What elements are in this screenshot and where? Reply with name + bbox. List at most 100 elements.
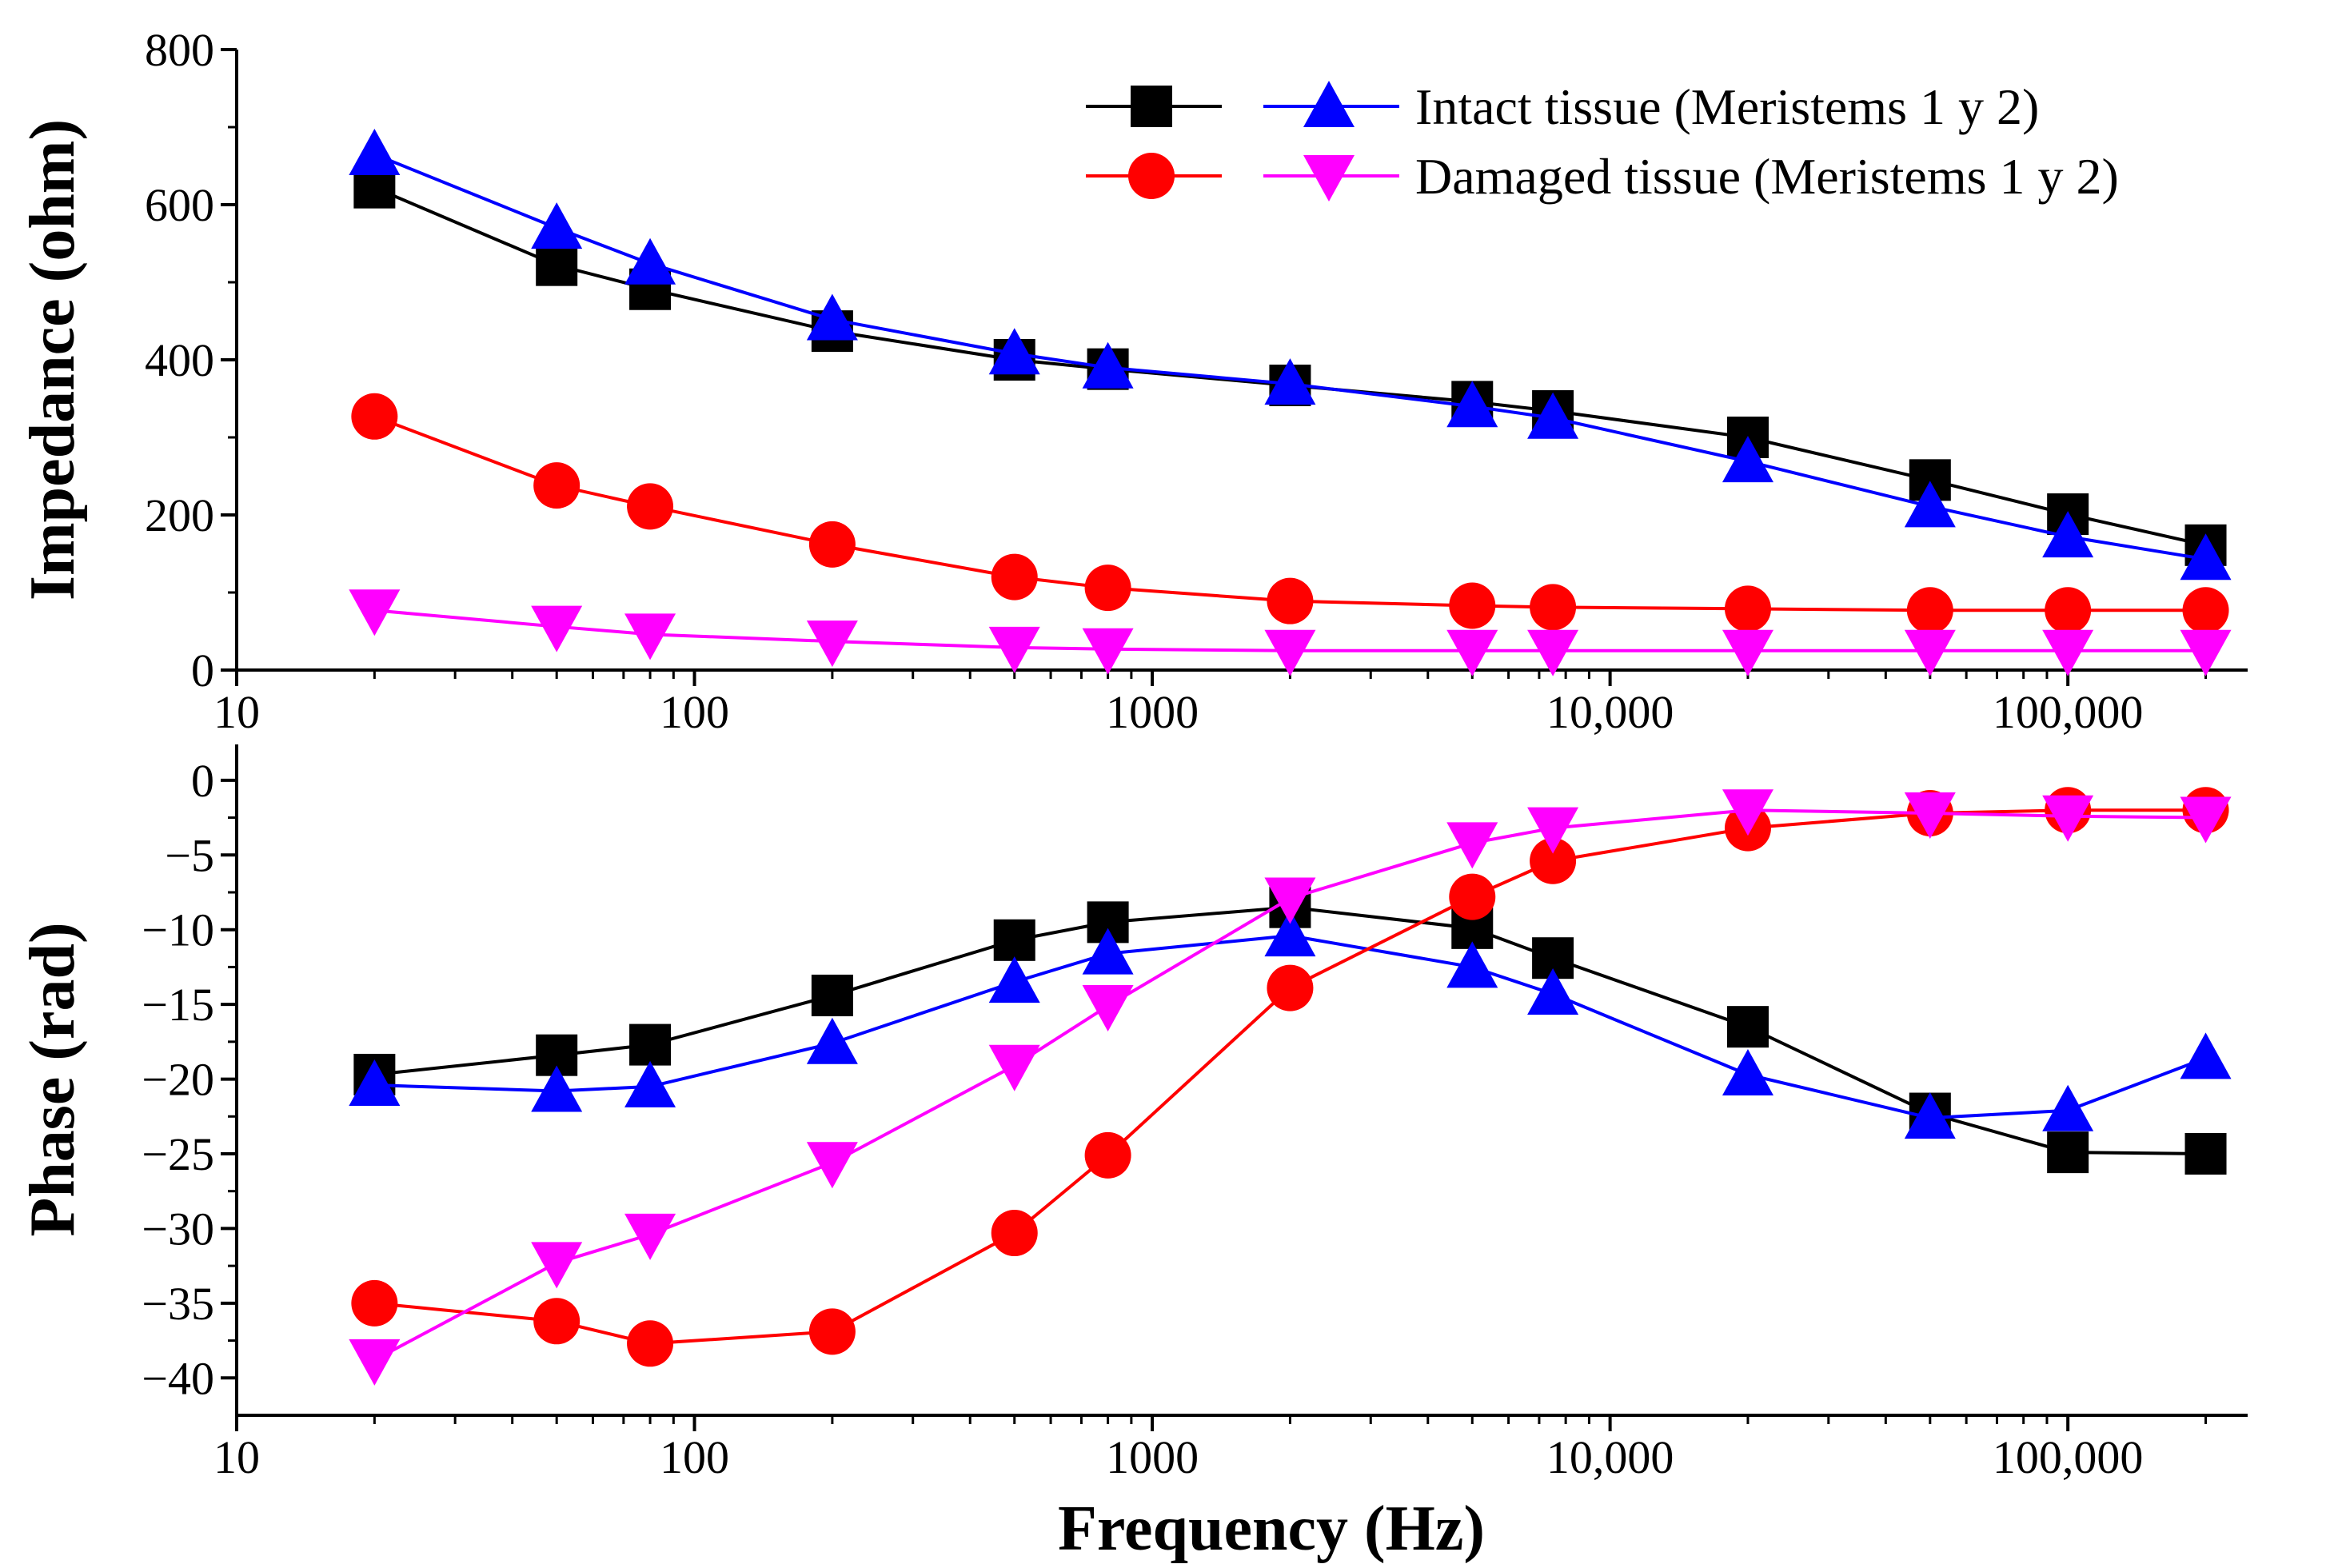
x-tick-label: 100 bbox=[660, 1431, 729, 1483]
data-point bbox=[2180, 796, 2232, 844]
data-point bbox=[1267, 577, 1314, 624]
data-point bbox=[624, 1060, 676, 1107]
data-point bbox=[2042, 795, 2094, 842]
y-tick-label: −40 bbox=[142, 1352, 214, 1404]
y-tick-label: −25 bbox=[142, 1128, 214, 1180]
data-point bbox=[531, 202, 583, 249]
data-point bbox=[988, 1044, 1040, 1091]
data-point bbox=[1264, 910, 1316, 957]
series-circle bbox=[351, 787, 2229, 1367]
y-tick-label: 0 bbox=[191, 644, 214, 696]
data-point bbox=[1527, 392, 1579, 439]
data-point bbox=[806, 293, 858, 341]
data-point bbox=[991, 553, 1038, 600]
data-point bbox=[2184, 1132, 2227, 1175]
x-tick-label: 1000 bbox=[1106, 686, 1199, 738]
data-point bbox=[349, 1059, 401, 1107]
data-point bbox=[808, 521, 856, 568]
data-point bbox=[1722, 1048, 1773, 1095]
data-point bbox=[1722, 789, 1773, 836]
data-point bbox=[531, 605, 583, 652]
legend-label-1: Damaged tissue (Meristems 1 y 2) bbox=[1415, 148, 2119, 205]
data-point bbox=[531, 1065, 583, 1112]
data-point bbox=[349, 1339, 401, 1386]
data-point bbox=[2180, 533, 2232, 581]
data-point bbox=[2042, 629, 2094, 676]
data-point bbox=[2180, 1032, 2232, 1079]
data-point bbox=[806, 1142, 858, 1189]
y-tick-label: 600 bbox=[145, 179, 214, 231]
data-point bbox=[1904, 629, 1956, 676]
data-point bbox=[624, 613, 676, 660]
data-point bbox=[1449, 582, 1496, 629]
y-tick-label: 0 bbox=[191, 755, 214, 807]
x-tick-label: 100,000 bbox=[1993, 1431, 2144, 1483]
data-point bbox=[1527, 807, 1579, 854]
data-point bbox=[536, 244, 578, 286]
x-tick-label: 100 bbox=[660, 686, 729, 738]
series-triangle-up bbox=[349, 910, 2232, 1139]
data-point bbox=[1530, 837, 1577, 884]
data-point bbox=[351, 393, 398, 440]
impedance-y-label: Impedance (ohm) bbox=[18, 119, 88, 600]
data-point bbox=[349, 589, 401, 636]
data-point bbox=[811, 974, 853, 1016]
data-point bbox=[2042, 511, 2094, 558]
x-tick-label: 10 bbox=[213, 1431, 260, 1483]
data-point bbox=[1530, 584, 1577, 631]
y-tick-label: −35 bbox=[142, 1278, 214, 1330]
legend-marker bbox=[1303, 81, 1355, 127]
x-tick-label: 10,000 bbox=[1546, 1431, 1674, 1483]
data-point bbox=[1267, 964, 1314, 1011]
data-point bbox=[1084, 565, 1131, 612]
data-point bbox=[1264, 358, 1316, 405]
data-point bbox=[1264, 877, 1316, 924]
data-point bbox=[1082, 341, 1134, 389]
data-point bbox=[624, 237, 676, 285]
data-point bbox=[627, 1320, 674, 1367]
data-point bbox=[2180, 629, 2232, 676]
y-tick-label: −30 bbox=[142, 1203, 214, 1255]
data-point bbox=[531, 1242, 583, 1289]
y-tick-label: 200 bbox=[145, 489, 214, 541]
data-point bbox=[1724, 585, 1771, 632]
frequency-x-label: Frequency (Hz) bbox=[1058, 1494, 1485, 1564]
data-point bbox=[1446, 629, 1498, 676]
data-point bbox=[629, 1023, 672, 1066]
data-point bbox=[1904, 1092, 1956, 1139]
data-point bbox=[1082, 628, 1134, 675]
x-tick-label: 1000 bbox=[1106, 1431, 1199, 1483]
data-point bbox=[1084, 1131, 1131, 1179]
data-point bbox=[1264, 629, 1316, 676]
data-point bbox=[1527, 629, 1579, 676]
phase-panel: 0 −5 −10 −15 −20 −25 −30 −35 −40 10 100 1000 10,000 1… bbox=[142, 744, 2248, 1483]
series-circle bbox=[351, 393, 2229, 634]
x-tick-label: 100,000 bbox=[1993, 686, 2144, 738]
data-point bbox=[2047, 1131, 2089, 1174]
legend-marker bbox=[1131, 86, 1172, 127]
data-point bbox=[993, 919, 1035, 961]
data-point bbox=[1904, 481, 1956, 528]
data-point bbox=[988, 328, 1040, 375]
data-point bbox=[624, 1213, 676, 1260]
legend-marker bbox=[1303, 155, 1355, 201]
series-triangle-down bbox=[349, 789, 2232, 1386]
series-triangle-down bbox=[349, 589, 2232, 676]
y-tick-label: −20 bbox=[142, 1054, 214, 1106]
data-point bbox=[1906, 587, 1953, 634]
data-point bbox=[806, 620, 858, 668]
legend: Intact tissue (Meristems 1 y 2) Damaged t… bbox=[1086, 78, 2119, 205]
data-point bbox=[1446, 941, 1498, 988]
data-point bbox=[1082, 985, 1134, 1032]
y-tick-label: 800 bbox=[145, 24, 214, 76]
y-tick-label: −15 bbox=[142, 979, 214, 1031]
y-tick-label: −5 bbox=[165, 829, 214, 881]
impedance-panel: 0 200 400 600 800 10 100 1000 10,000 100,000 bbox=[145, 24, 2248, 738]
data-point bbox=[1082, 928, 1134, 975]
data-point bbox=[988, 956, 1040, 1003]
data-point bbox=[1904, 792, 1956, 839]
data-point bbox=[2045, 587, 2092, 634]
data-point bbox=[2182, 587, 2229, 634]
data-point bbox=[1726, 1006, 1769, 1048]
